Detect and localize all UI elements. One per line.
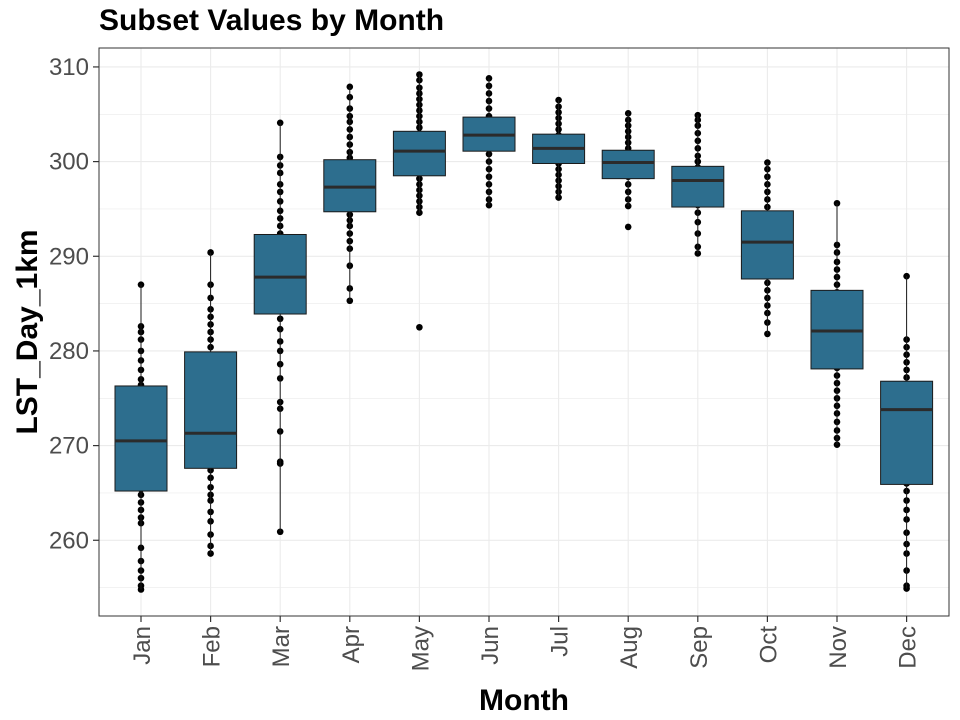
panel-border (98, 47, 950, 617)
y-axis-title: LST_Day_1km (11, 229, 44, 434)
box-iqr (253, 233, 307, 315)
grid-layer (99, 48, 949, 616)
box-jun (462, 78, 516, 206)
x-tick-label: Oct (755, 626, 782, 664)
box-nov (810, 203, 864, 445)
x-tick-label: Sep (686, 626, 713, 669)
data-point (624, 223, 632, 231)
box-iqr (114, 385, 168, 492)
box-jan (114, 284, 168, 590)
data-point (764, 330, 771, 338)
box-iqr (184, 351, 238, 469)
y-tick-label: 260 (49, 527, 89, 554)
box-may (392, 74, 446, 213)
box-iqr (392, 130, 446, 177)
panel-background (99, 48, 949, 616)
x-tick-label: Jul (547, 626, 574, 657)
x-tick-label: Feb (199, 626, 226, 667)
y-tick-label: 280 (49, 338, 89, 365)
x-tick-label: Mar (268, 626, 295, 667)
box-dec (880, 276, 934, 589)
box-oct (740, 162, 794, 334)
y-tick-label: 270 (49, 433, 89, 460)
chart-title: Subset Values by Month (99, 4, 445, 37)
data-point (346, 83, 354, 91)
x-tick-label: Aug (616, 626, 643, 669)
data-point (416, 323, 423, 331)
x-tick-label: Dec (895, 626, 922, 669)
box-iqr (740, 210, 794, 280)
box-iqr (880, 380, 934, 485)
box-feb (184, 252, 238, 554)
y-tick-label: 290 (49, 243, 89, 270)
box-jul (532, 100, 586, 198)
x-tick-label: Apr (338, 626, 365, 663)
x-tick-label: Jun (477, 626, 504, 665)
box-iqr (671, 165, 725, 208)
box-layer (114, 74, 934, 590)
box-apr (323, 86, 377, 301)
x-tick-label: Jan (129, 626, 156, 665)
x-tick-label: Nov (825, 626, 852, 669)
y-tick-label: 310 (49, 54, 89, 81)
box-aug (601, 113, 655, 207)
y-axis: 260 270 280 290 300 310 (49, 54, 99, 554)
box-mar (253, 122, 307, 532)
x-axis: Jan Feb Mar Apr May Jun Jul Aug Sep Oct Nov Dec (129, 616, 922, 671)
x-tick-label: May (407, 626, 434, 671)
x-axis-title: Month (479, 684, 569, 717)
box-sep (671, 115, 725, 254)
box-iqr (601, 149, 655, 180)
y-tick-label: 300 (49, 149, 89, 176)
data-point (624, 110, 632, 117)
